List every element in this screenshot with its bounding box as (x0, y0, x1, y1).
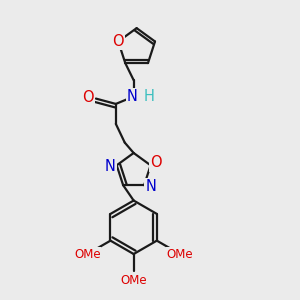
Text: N: N (105, 159, 116, 174)
Text: OMe: OMe (74, 248, 100, 260)
Text: OMe: OMe (120, 274, 147, 287)
Text: O: O (150, 155, 162, 170)
Text: O: O (82, 90, 93, 105)
Text: OMe: OMe (167, 248, 193, 260)
Text: H: H (144, 89, 154, 104)
Text: N: N (127, 89, 138, 104)
Text: N: N (145, 179, 156, 194)
Text: O: O (112, 34, 124, 49)
